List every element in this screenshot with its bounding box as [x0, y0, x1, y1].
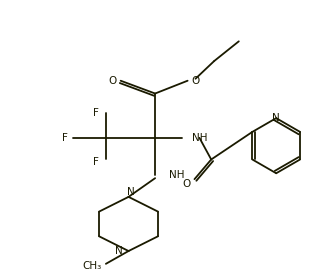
Text: F: F	[93, 108, 99, 118]
Text: O: O	[191, 76, 200, 86]
Text: O: O	[109, 76, 117, 86]
Text: CH₃: CH₃	[83, 261, 102, 271]
Text: F: F	[93, 157, 99, 167]
Text: O: O	[183, 179, 191, 189]
Text: NH: NH	[191, 133, 207, 143]
Text: N: N	[115, 246, 123, 256]
Text: N: N	[272, 113, 280, 123]
Text: N: N	[127, 187, 134, 197]
Text: NH: NH	[169, 170, 184, 180]
Text: F: F	[62, 133, 68, 143]
